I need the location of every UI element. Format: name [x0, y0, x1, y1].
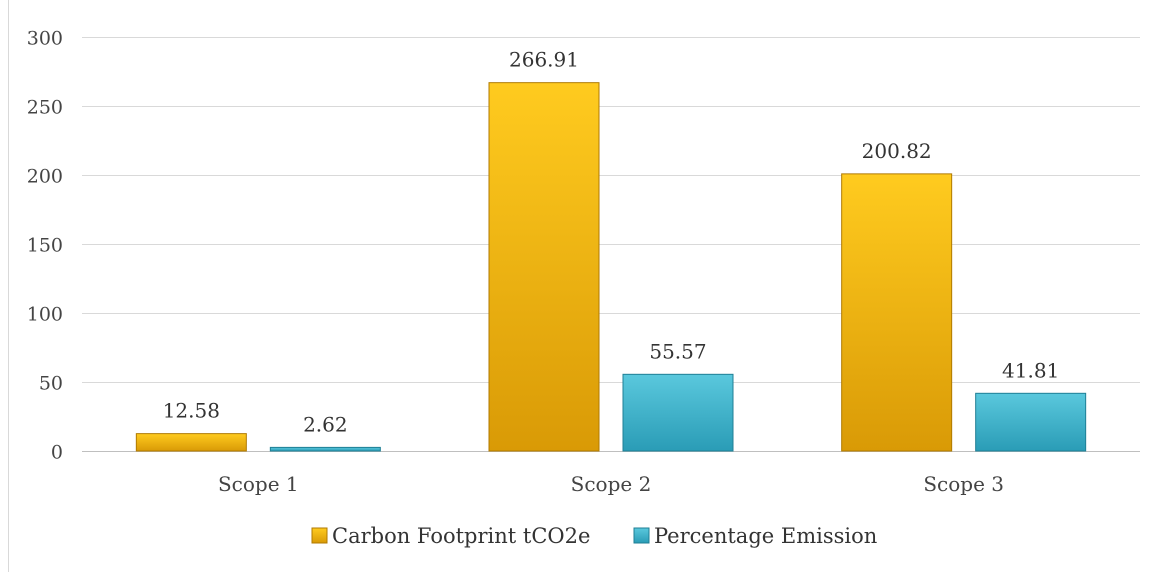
y-axis-ticks: 0 50 100 150 200 250 300 — [27, 28, 63, 464]
bar-carbon-footprint — [488, 82, 600, 452]
y-tick-label: 100 — [27, 304, 63, 326]
bar-percentage-emission — [975, 392, 1087, 452]
x-tick-label: Scope 2 — [571, 472, 652, 496]
data-label: 55.57 — [649, 339, 706, 363]
gridlines — [82, 37, 1140, 452]
x-tick-label: Scope 1 — [218, 472, 299, 496]
bar-carbon-footprint — [135, 433, 247, 452]
y-tick-label: 200 — [27, 166, 63, 188]
x-tick-label: Scope 3 — [923, 472, 1004, 496]
bar-percentage-emission — [622, 373, 734, 452]
legend-swatch-carbon-footprint — [311, 527, 328, 544]
y-tick-label: 0 — [51, 442, 63, 464]
bar-carbon-footprint — [841, 173, 953, 452]
legend: Carbon Footprint tCO2e Percentage Emissio… — [311, 524, 877, 548]
y-tick-label: 50 — [39, 373, 63, 395]
bars — [135, 82, 1087, 452]
data-labels: 12.58 2.62 266.91 55.57 200.82 41.81 — [163, 48, 1060, 437]
bar-percentage-emission — [269, 446, 381, 452]
legend-label-percentage-emission: Percentage Emission — [654, 524, 877, 548]
legend-swatch-percentage-emission — [633, 527, 650, 544]
data-label: 41.81 — [1002, 358, 1059, 382]
data-label: 266.91 — [509, 48, 579, 72]
y-tick-label: 150 — [27, 235, 63, 257]
y-tick-label: 300 — [27, 28, 63, 50]
data-label: 200.82 — [862, 139, 932, 163]
x-axis-categories: Scope 1 Scope 2 Scope 3 — [218, 472, 1004, 496]
data-label: 12.58 — [163, 399, 220, 423]
data-label: 2.62 — [303, 412, 348, 436]
y-tick-label: 250 — [27, 97, 63, 119]
legend-label-carbon-footprint: Carbon Footprint tCO2e — [332, 524, 590, 548]
